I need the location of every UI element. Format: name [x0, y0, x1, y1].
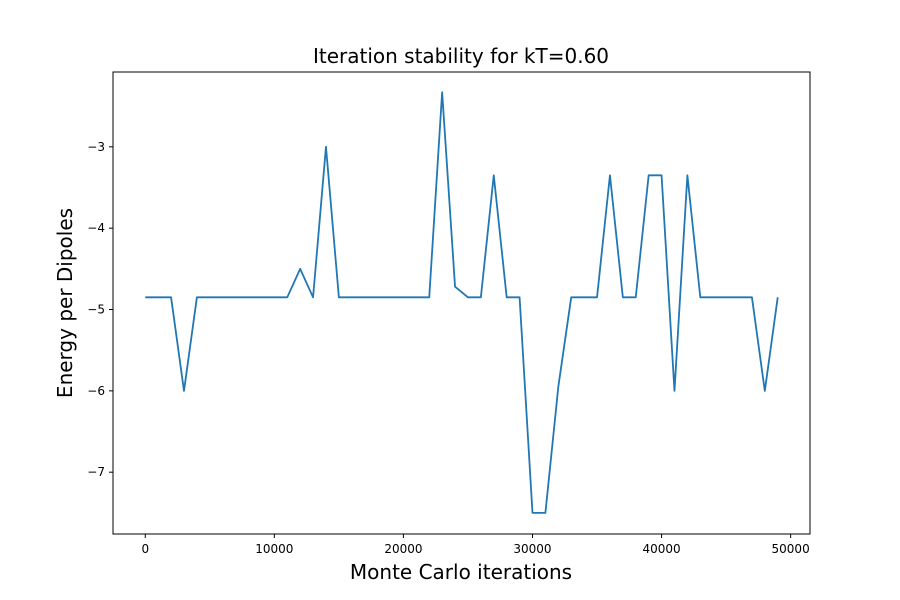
x-tick-label: 30000: [513, 542, 551, 556]
plot-frame: [112, 71, 811, 535]
y-tick-label: −4: [87, 221, 105, 235]
x-tick-label: 50000: [772, 542, 810, 556]
x-tick-label: 10000: [255, 542, 293, 556]
x-axis-ticks: 0 10000 20000 30000 40000 50000: [141, 534, 810, 556]
x-tick-label: 20000: [384, 542, 422, 556]
y-tick-label: −6: [87, 384, 105, 398]
x-axis-label: Monte Carlo iterations: [350, 560, 572, 584]
chart-title: Iteration stability for kT=0.60: [313, 44, 609, 68]
series-layer: [145, 91, 779, 514]
y-axis-label: Energy per Dipoles: [53, 208, 77, 398]
x-tick-label: 0: [141, 542, 149, 556]
series-line-energy: [145, 91, 779, 514]
y-tick-label: −3: [87, 140, 105, 154]
x-tick-label: 40000: [642, 542, 680, 556]
y-tick-label: −5: [87, 303, 105, 317]
y-axis-ticks: −3 −4 −5 −6 −7: [87, 140, 113, 479]
y-tick-label: −7: [87, 465, 105, 479]
